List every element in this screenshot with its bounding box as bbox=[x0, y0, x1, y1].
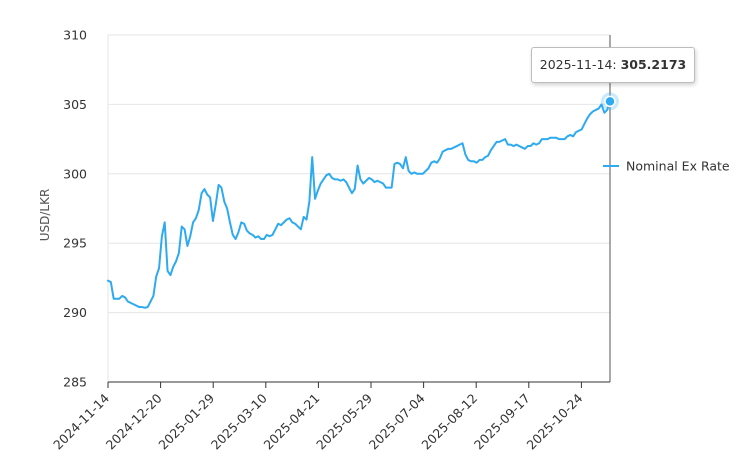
y-tick-label: 305 bbox=[63, 97, 87, 112]
legend-label: Nominal Ex Rate bbox=[626, 159, 730, 174]
hover-point[interactable] bbox=[604, 95, 616, 108]
legend[interactable]: Nominal Ex Rate bbox=[603, 159, 730, 174]
y-tick-label: 285 bbox=[63, 375, 87, 390]
y-tick-label: 300 bbox=[63, 166, 87, 181]
series-layer bbox=[107, 92, 619, 309]
axes: USD/LKR 2852902953003053102024-11-142024… bbox=[38, 28, 610, 452]
x-tick-label: 2025-10-24 bbox=[524, 390, 586, 452]
tooltip-value: 305.2173 bbox=[620, 57, 687, 72]
y-axis-title: USD/LKR bbox=[38, 189, 52, 242]
tooltip: 2025-11-14: 305.2173 bbox=[531, 47, 695, 83]
series-line bbox=[107, 100, 611, 309]
tooltip-separator: : bbox=[612, 57, 621, 72]
grid bbox=[107, 34, 611, 383]
y-tick-label: 310 bbox=[63, 28, 87, 43]
y-tick-label: 295 bbox=[63, 236, 87, 251]
y-tick-label: 290 bbox=[63, 305, 87, 320]
tooltip-date: 2025-11-14 bbox=[539, 57, 613, 72]
